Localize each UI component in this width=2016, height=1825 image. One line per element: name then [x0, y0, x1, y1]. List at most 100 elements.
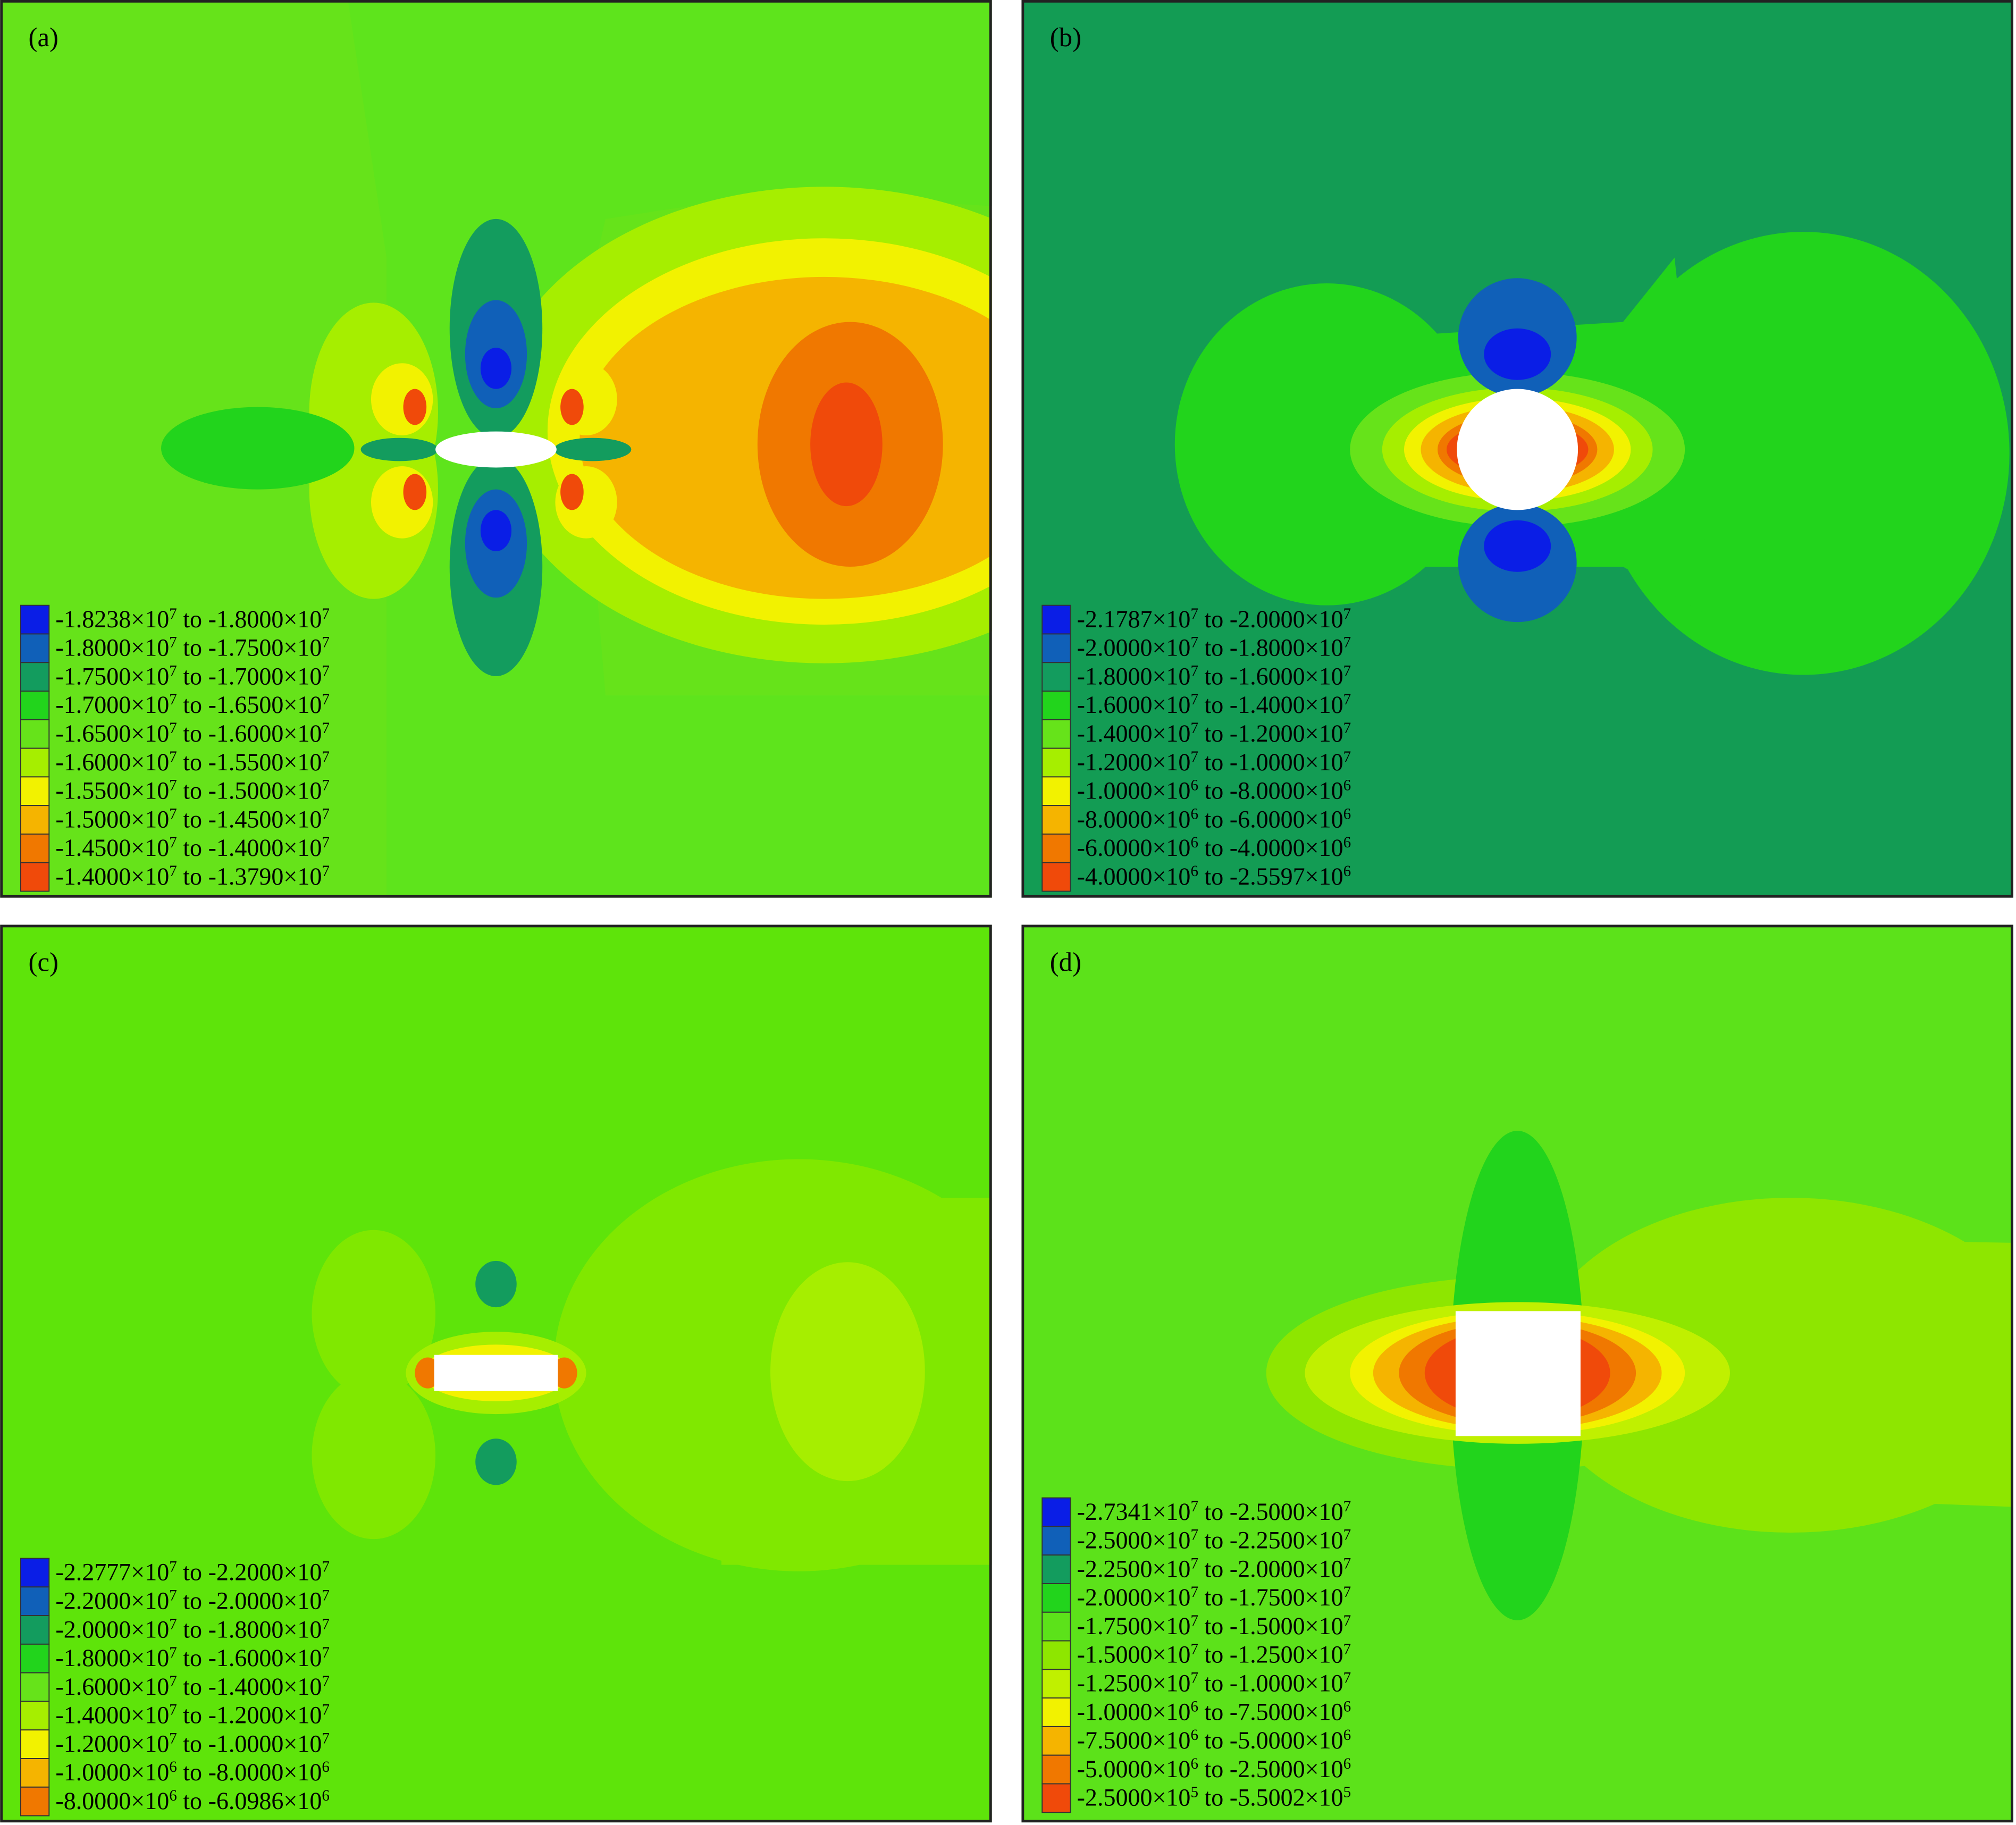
- legend-exponent: 7: [1343, 634, 1351, 651]
- legend-exponent: 7: [322, 1587, 330, 1604]
- legend-text: to -7.5000×10: [1198, 1698, 1343, 1725]
- legend-text: -4.0000×10: [1077, 863, 1191, 890]
- legend-exponent: 7: [1343, 1527, 1351, 1544]
- legend-entry: -7.5000×106 to -5.0000×106: [1077, 1727, 1351, 1754]
- legend-exponent: 7: [322, 834, 330, 851]
- legend-swatch: [1041, 604, 1071, 635]
- legend-text: -1.2000×10: [1077, 748, 1191, 776]
- legend-swatch: [20, 1643, 50, 1673]
- legend-swatch: [20, 805, 50, 835]
- legend-entry: -1.8238×107 to -1.8000×107: [55, 605, 330, 633]
- legend-exponent: 7: [322, 748, 330, 766]
- legend-entry: -5.0000×106 to -2.5000×106: [1077, 1755, 1351, 1782]
- legend-swatch: [20, 862, 50, 892]
- legend-text: to -2.5597×10: [1198, 863, 1343, 890]
- legend-exponent: 6: [1343, 1755, 1351, 1772]
- legend-exponent: 7: [1343, 1584, 1351, 1601]
- legend-entry: -1.2000×107 to -1.0000×107: [1077, 748, 1351, 776]
- legend-exponent: 7: [322, 805, 330, 822]
- legend-exponent: 7: [1343, 720, 1351, 737]
- legend-swatch: [1041, 662, 1071, 692]
- legend-exponent: 7: [322, 1644, 330, 1661]
- legend-exponent: 7: [1343, 1612, 1351, 1629]
- panel-label: (a): [29, 23, 58, 53]
- legend-exponent: 7: [322, 1673, 330, 1690]
- legend-exponent: 7: [322, 1730, 330, 1747]
- legend-swatch: [1041, 862, 1071, 892]
- legend-text: to -8.0000×10: [1198, 777, 1343, 804]
- legend-entry: -1.6000×107 to -1.4000×107: [1077, 691, 1351, 718]
- legend-text: to -1.4000×10: [177, 1673, 322, 1700]
- legend-text: -7.5000×10: [1077, 1727, 1191, 1754]
- legend-swatch: [1041, 719, 1071, 749]
- legend-swatch: [1041, 776, 1071, 806]
- legend-text: to -2.5000×10: [1198, 1498, 1343, 1525]
- legend-exponent: 7: [1343, 662, 1351, 679]
- panel-label: (b): [1050, 23, 1081, 53]
- legend-exponent: 7: [1190, 662, 1198, 679]
- legend-exponent: 7: [322, 691, 330, 708]
- legend-exponent: 7: [322, 1616, 330, 1633]
- legend-swatch: [20, 776, 50, 806]
- legend-exponent: 7: [1190, 720, 1198, 737]
- legend-entry: -8.0000×106 to -6.0986×106: [55, 1787, 330, 1814]
- legend-exponent: 6: [1190, 863, 1198, 880]
- legend-text: -1.5500×10: [55, 777, 169, 804]
- legend-exponent: 7: [1190, 1584, 1198, 1601]
- legend-entry: -1.7000×107 to -1.6500×107: [55, 691, 330, 718]
- legend-text: to -1.2000×10: [177, 1702, 322, 1729]
- legend-text: -2.0000×10: [1077, 1584, 1191, 1611]
- legend-exponent: 7: [1343, 1498, 1351, 1515]
- legend-text: to -1.4500×10: [177, 805, 322, 832]
- legend-exponent: 6: [1343, 863, 1351, 880]
- legend-swatch: [20, 1786, 50, 1816]
- legend-entry: -2.2500×107 to -2.0000×107: [1077, 1555, 1351, 1582]
- legend-exponent: 7: [322, 634, 330, 651]
- legend-entry: -2.1787×107 to -2.0000×107: [1077, 605, 1351, 633]
- legend-text: -1.6500×10: [55, 720, 169, 747]
- legend-exponent: 6: [322, 1759, 330, 1776]
- legend-text: to -1.6000×10: [177, 1644, 322, 1671]
- legend-text: to -1.5000×10: [177, 777, 322, 804]
- legend-exponent: 6: [1190, 1755, 1198, 1772]
- legend-entry: -2.7341×107 to -2.5000×107: [1077, 1498, 1351, 1525]
- legend-text: to -5.0000×10: [1198, 1727, 1343, 1754]
- legend-swatch: [20, 633, 50, 663]
- legend-exponent: 6: [1343, 834, 1351, 851]
- legend-text: to -1.4000×10: [177, 834, 322, 861]
- legend-text: -2.2500×10: [1077, 1555, 1191, 1582]
- legend-exponent: 7: [1190, 1612, 1198, 1629]
- legend-exponent: 7: [169, 691, 177, 708]
- legend-text: -2.2000×10: [55, 1587, 169, 1614]
- contour-b: [1021, 0, 2013, 898]
- legend-entry: -2.2000×107 to -2.0000×107: [55, 1587, 330, 1614]
- legend-entry: -1.8000×107 to -1.6000×107: [55, 1644, 330, 1671]
- panel-label: (c): [29, 948, 58, 978]
- legend-exponent: 7: [1190, 605, 1198, 623]
- legend-entry: -1.7500×107 to -1.7000×107: [55, 662, 330, 689]
- legend-text: -8.0000×10: [55, 1787, 169, 1814]
- legend-swatch: [1041, 633, 1071, 663]
- legend-exponent: 7: [169, 1702, 177, 1719]
- legend-swatch: [20, 1558, 50, 1588]
- legend-exponent: 7: [169, 1673, 177, 1690]
- legend-text: to -1.4000×10: [1198, 691, 1343, 718]
- legend-entry: -1.8000×107 to -1.6000×107: [1077, 662, 1351, 689]
- legend-entry: -1.6000×107 to -1.5500×107: [55, 748, 330, 776]
- legend-text: to -1.7500×10: [1198, 1584, 1343, 1611]
- legend-exponent: 7: [1190, 634, 1198, 651]
- legend-text: to -1.6500×10: [177, 691, 322, 718]
- legend-exponent: 6: [1190, 1727, 1198, 1744]
- legend-text: to -6.0986×10: [177, 1787, 322, 1814]
- legend-exponent: 7: [169, 605, 177, 623]
- legend-text: -1.4500×10: [55, 834, 169, 861]
- legend-entry: -2.0000×107 to -1.8000×107: [55, 1616, 330, 1643]
- legend-swatch: [1041, 1583, 1071, 1613]
- legend-exponent: 7: [322, 777, 330, 794]
- legend-exponent: 7: [1190, 691, 1198, 708]
- legend-exponent: 7: [1190, 1555, 1198, 1572]
- legend-swatch: [20, 604, 50, 635]
- contour-a: [0, 0, 992, 898]
- legend-entry: -1.0000×106 to -8.0000×106: [55, 1759, 330, 1786]
